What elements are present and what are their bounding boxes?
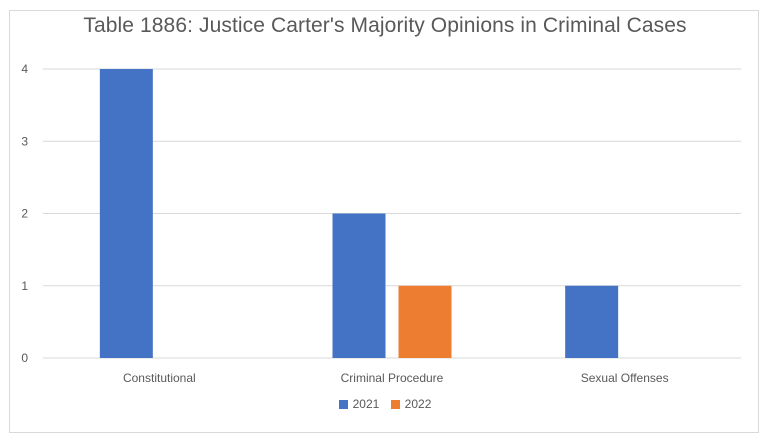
bar-2022-criminal-procedure	[398, 285, 452, 358]
bar-2021-constitutional	[99, 69, 153, 358]
y-tick-label-1: 1	[21, 279, 28, 293]
bar-2021-sexual-offenses	[565, 285, 619, 358]
x-tick-label-sexual-offenses: Sexual Offenses	[581, 371, 669, 385]
chart-title: Table 1886: Justice Carter's Majority Op…	[83, 14, 687, 37]
legend-swatch-2021	[338, 399, 348, 409]
x-tick-label-criminal-procedure: Criminal Procedure	[341, 371, 444, 385]
y-tick-label-0: 0	[21, 351, 28, 365]
chart-legend: 2021 2022	[0, 397, 770, 412]
bar-2021-criminal-procedure	[332, 213, 386, 358]
legend-item-2021: 2021	[338, 397, 380, 411]
x-tick-label-constitutional: Constitutional	[123, 371, 196, 385]
y-tick-label-2: 2	[21, 207, 28, 221]
legend-label-2021: 2021	[352, 397, 380, 411]
y-tick-label-3: 3	[21, 134, 28, 148]
legend-swatch-2022	[390, 399, 400, 409]
legend-item-2022: 2022	[390, 397, 432, 411]
y-tick-label-4: 4	[21, 62, 28, 76]
legend-label-2022: 2022	[404, 397, 432, 411]
